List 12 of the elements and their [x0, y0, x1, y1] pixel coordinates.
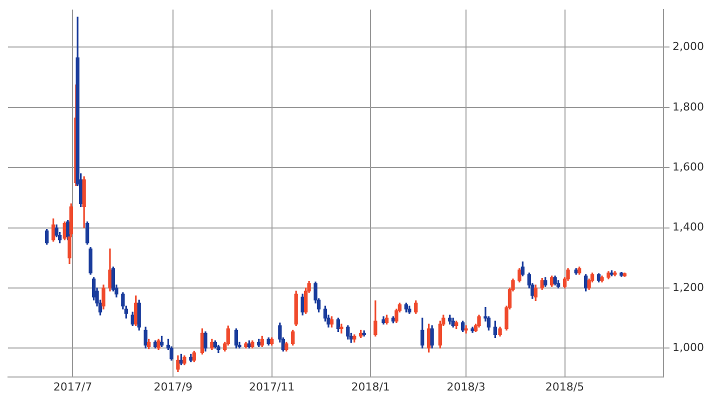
y-tick-label: 1,400 — [672, 220, 704, 234]
x-tick-label: 2018/5 — [545, 380, 584, 394]
x-tick-label: 2018/3 — [446, 380, 486, 394]
x-tick-label: 2017/7 — [53, 380, 92, 394]
y-tick-label: 1,200 — [672, 280, 704, 294]
y-tick-label: 2,000 — [672, 40, 704, 54]
y-tick-label: 1,800 — [672, 100, 704, 114]
x-tick-label: 2017/9 — [154, 380, 192, 394]
y-tick-label: 1,600 — [672, 160, 704, 174]
y-tick-label: 1,000 — [672, 341, 704, 354]
x-tick-label: 2018/1 — [351, 380, 390, 394]
x-tick-label: 2017/11 — [248, 380, 295, 394]
